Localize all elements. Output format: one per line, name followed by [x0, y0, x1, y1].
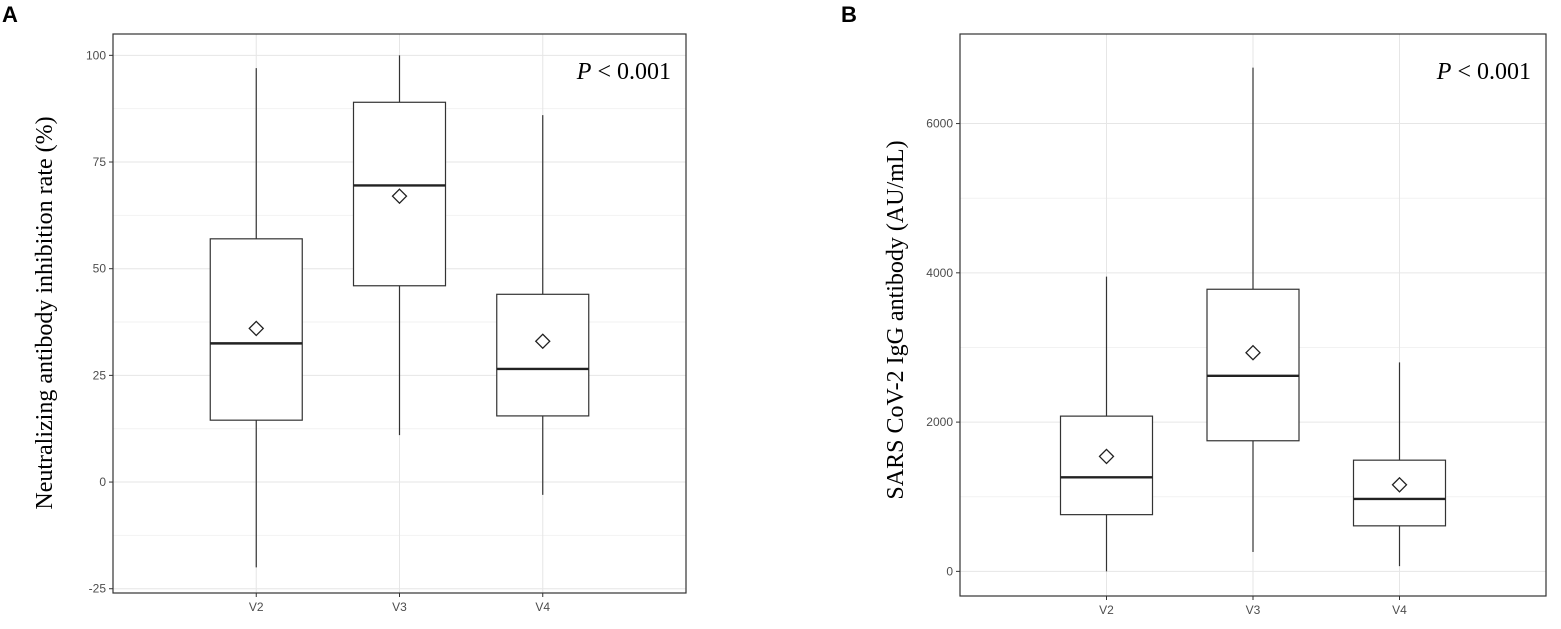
panel-a-letter: A: [2, 2, 18, 27]
panel-b-iqr-box: [1206, 288, 1300, 442]
panel-b-letter: B: [841, 2, 857, 27]
panel-b-boxes: [1059, 67, 1447, 572]
panel-b-x-tick-label: V2: [1099, 603, 1114, 617]
panel-a-mean-marker: [391, 188, 408, 205]
panel-b-axes: 0 2000 4000 6000 V2 V3 V4: [926, 33, 1547, 617]
panel-a-x-tick-label: V4: [535, 600, 550, 614]
panel-a-y-tick-label: 25: [93, 368, 107, 382]
panel-b-box-v4: [1352, 362, 1447, 567]
panel-a-mean-marker: [248, 320, 265, 337]
panel-a: A -25 0 25 50 75 100 V2 V3 V4 Neutralizing antib…: [2, 2, 687, 614]
panel-a-mean-marker: [534, 333, 551, 350]
panel-b-y-axis-title: SARS CoV-2 IgG antibody (AU/mL): [883, 140, 909, 499]
panel-b-x-tick-label: V3: [1246, 603, 1261, 617]
panel-a-axes: -25 0 25 50 75 100 V2 V3 V4: [86, 33, 687, 614]
panel-a-box-v4: [496, 115, 590, 495]
panel-b-x-tick-label: V4: [1392, 603, 1407, 617]
panel-a-boxes: [209, 55, 590, 568]
panel-a-y-tick-label: 75: [93, 155, 107, 169]
panel-a-x-tick-label: V3: [392, 600, 407, 614]
panel-b-mean-marker: [1098, 448, 1115, 465]
panel-a-y-tick-label: 0: [99, 475, 106, 489]
panel-b-mean-marker: [1391, 476, 1408, 493]
panel-a-box-v3: [352, 55, 447, 436]
panel-b-iqr-box: [1059, 415, 1154, 516]
panel-b-box-v3: [1206, 67, 1300, 552]
panel-b-mean-marker: [1245, 344, 1261, 361]
panel-a-y-axis-title: Neutralizing antibody inhibition rate (%…: [32, 116, 58, 509]
panel-b-iqr-box: [1352, 459, 1447, 527]
panel-b-y-tick-label: 4000: [926, 266, 953, 280]
panel-b-y-tick-label: 6000: [926, 117, 953, 131]
panel-b-y-tick-label: 2000: [926, 415, 953, 429]
panel-a-p-value: P < 0.001: [576, 59, 671, 85]
panel-b-p-value: P < 0.001: [1436, 59, 1531, 85]
panel-b: B 0 2000 4000 6000 V2 V3 V4 SARS CoV-2 IgG ant…: [841, 2, 1547, 617]
panel-a-iqr-box: [496, 293, 590, 417]
panel-b-y-tick-label: 0: [946, 564, 953, 578]
panel-b-box-v2: [1059, 276, 1154, 572]
panel-a-box-v2: [209, 68, 303, 568]
panel-a-y-tick-label: -25: [89, 582, 107, 596]
panel-a-x-tick-label: V2: [249, 600, 264, 614]
panel-a-y-tick-label: 100: [86, 48, 106, 62]
panel-a-y-tick-label: 50: [93, 262, 107, 276]
